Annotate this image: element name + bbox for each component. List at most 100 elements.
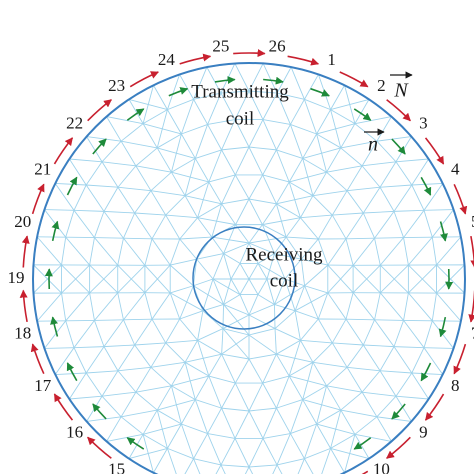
mesh-edge xyxy=(274,236,287,254)
mesh-edge xyxy=(303,423,318,459)
current-arrow xyxy=(31,183,45,215)
mesh-edge xyxy=(289,124,304,159)
mesh-edge xyxy=(276,92,305,100)
mesh-edge xyxy=(331,190,348,216)
mesh-edge xyxy=(239,242,250,264)
mesh-edge xyxy=(223,294,241,305)
mesh-edge xyxy=(248,90,278,94)
mesh-edge xyxy=(276,149,303,159)
mesh-edge xyxy=(316,385,328,425)
mesh-edge xyxy=(374,292,381,320)
mesh-edge xyxy=(248,410,264,439)
mesh-edge xyxy=(207,92,222,125)
mesh-edge xyxy=(262,438,278,466)
mesh-edge xyxy=(312,171,327,196)
mesh-edge xyxy=(221,328,224,355)
mesh-edge xyxy=(248,224,263,244)
mesh-edge xyxy=(248,438,264,468)
mesh-edge xyxy=(120,391,137,418)
mesh-edge xyxy=(318,448,331,474)
mesh-edge xyxy=(120,416,144,435)
mesh-edge xyxy=(276,433,291,466)
mesh-edge xyxy=(274,253,302,260)
mesh-edge xyxy=(326,385,363,393)
mesh-edge xyxy=(73,347,87,374)
mesh-edge xyxy=(344,434,356,473)
mesh-edge xyxy=(69,158,87,186)
mesh-edge xyxy=(248,353,277,360)
mesh-edge xyxy=(103,344,135,348)
mesh-edge xyxy=(65,292,90,322)
mesh-edge xyxy=(262,217,301,226)
mesh-edge xyxy=(376,416,392,442)
mesh-edge xyxy=(346,165,363,191)
mesh-edge xyxy=(235,198,250,225)
mesh-edge xyxy=(316,109,331,135)
mesh-edge xyxy=(362,186,381,214)
mesh-edge xyxy=(117,366,151,372)
mesh-edge xyxy=(167,448,180,474)
mesh-edge xyxy=(169,292,204,312)
mesh-edge xyxy=(220,464,236,474)
mesh-edge xyxy=(266,253,275,280)
current-arrow xyxy=(361,470,369,474)
mesh-edge xyxy=(135,385,172,393)
mesh-edge xyxy=(151,238,171,266)
current-arrow xyxy=(353,437,372,450)
mesh-edge xyxy=(220,90,250,94)
receiving-coil xyxy=(192,226,296,330)
mesh-edge xyxy=(317,318,333,344)
mesh-edge xyxy=(223,253,232,280)
current-arrow xyxy=(420,362,432,382)
mesh-edge xyxy=(431,209,454,238)
mesh-edge xyxy=(196,258,214,280)
mesh-edge xyxy=(262,63,278,94)
current-arrow xyxy=(92,138,107,155)
mesh-edge xyxy=(340,409,377,418)
mesh-edge xyxy=(223,278,232,305)
mesh-edge xyxy=(294,310,319,320)
current-arrow xyxy=(263,76,284,85)
mesh-edge xyxy=(393,211,404,238)
mesh-edge xyxy=(194,375,210,400)
mesh-edge xyxy=(362,212,375,239)
mesh-edge xyxy=(117,264,146,294)
mesh-edge xyxy=(117,165,137,188)
mesh-edge xyxy=(221,407,250,412)
mesh-edge xyxy=(274,310,296,329)
mesh-edge xyxy=(106,416,122,442)
mesh-edge xyxy=(170,258,197,266)
mesh-edge xyxy=(345,292,354,320)
mesh-edge xyxy=(302,158,327,173)
mesh-edge xyxy=(73,209,105,212)
mesh-edge xyxy=(380,370,412,374)
mesh-edge xyxy=(220,438,236,466)
mesh-edge xyxy=(165,214,181,240)
mesh-edge xyxy=(248,382,264,412)
current-arrow xyxy=(438,316,447,338)
current-arrow xyxy=(233,49,266,58)
mesh-edge xyxy=(423,183,444,211)
mesh-edge xyxy=(61,237,67,266)
mesh-edge xyxy=(361,165,381,188)
mesh-edge xyxy=(169,238,181,266)
mesh-edge xyxy=(301,238,319,260)
mesh-edge xyxy=(103,346,119,371)
mesh-edge xyxy=(395,158,429,163)
vector-label: n xyxy=(368,134,378,156)
mesh-edge xyxy=(134,190,152,214)
mesh-edge xyxy=(135,165,172,173)
mesh-edge xyxy=(221,198,250,205)
mesh-edge xyxy=(221,174,236,205)
mesh-edge xyxy=(275,181,290,205)
mesh-edge xyxy=(317,238,329,266)
mesh-edge xyxy=(302,133,318,159)
mesh-edge xyxy=(156,109,168,149)
receiving-label: coil xyxy=(270,270,299,291)
mesh-edge xyxy=(221,203,236,225)
mesh-edge xyxy=(142,409,158,435)
mesh-edge xyxy=(221,146,250,151)
mesh-edge xyxy=(55,372,87,375)
coil-number: 8 xyxy=(451,376,460,395)
coil-number: 3 xyxy=(419,113,428,132)
